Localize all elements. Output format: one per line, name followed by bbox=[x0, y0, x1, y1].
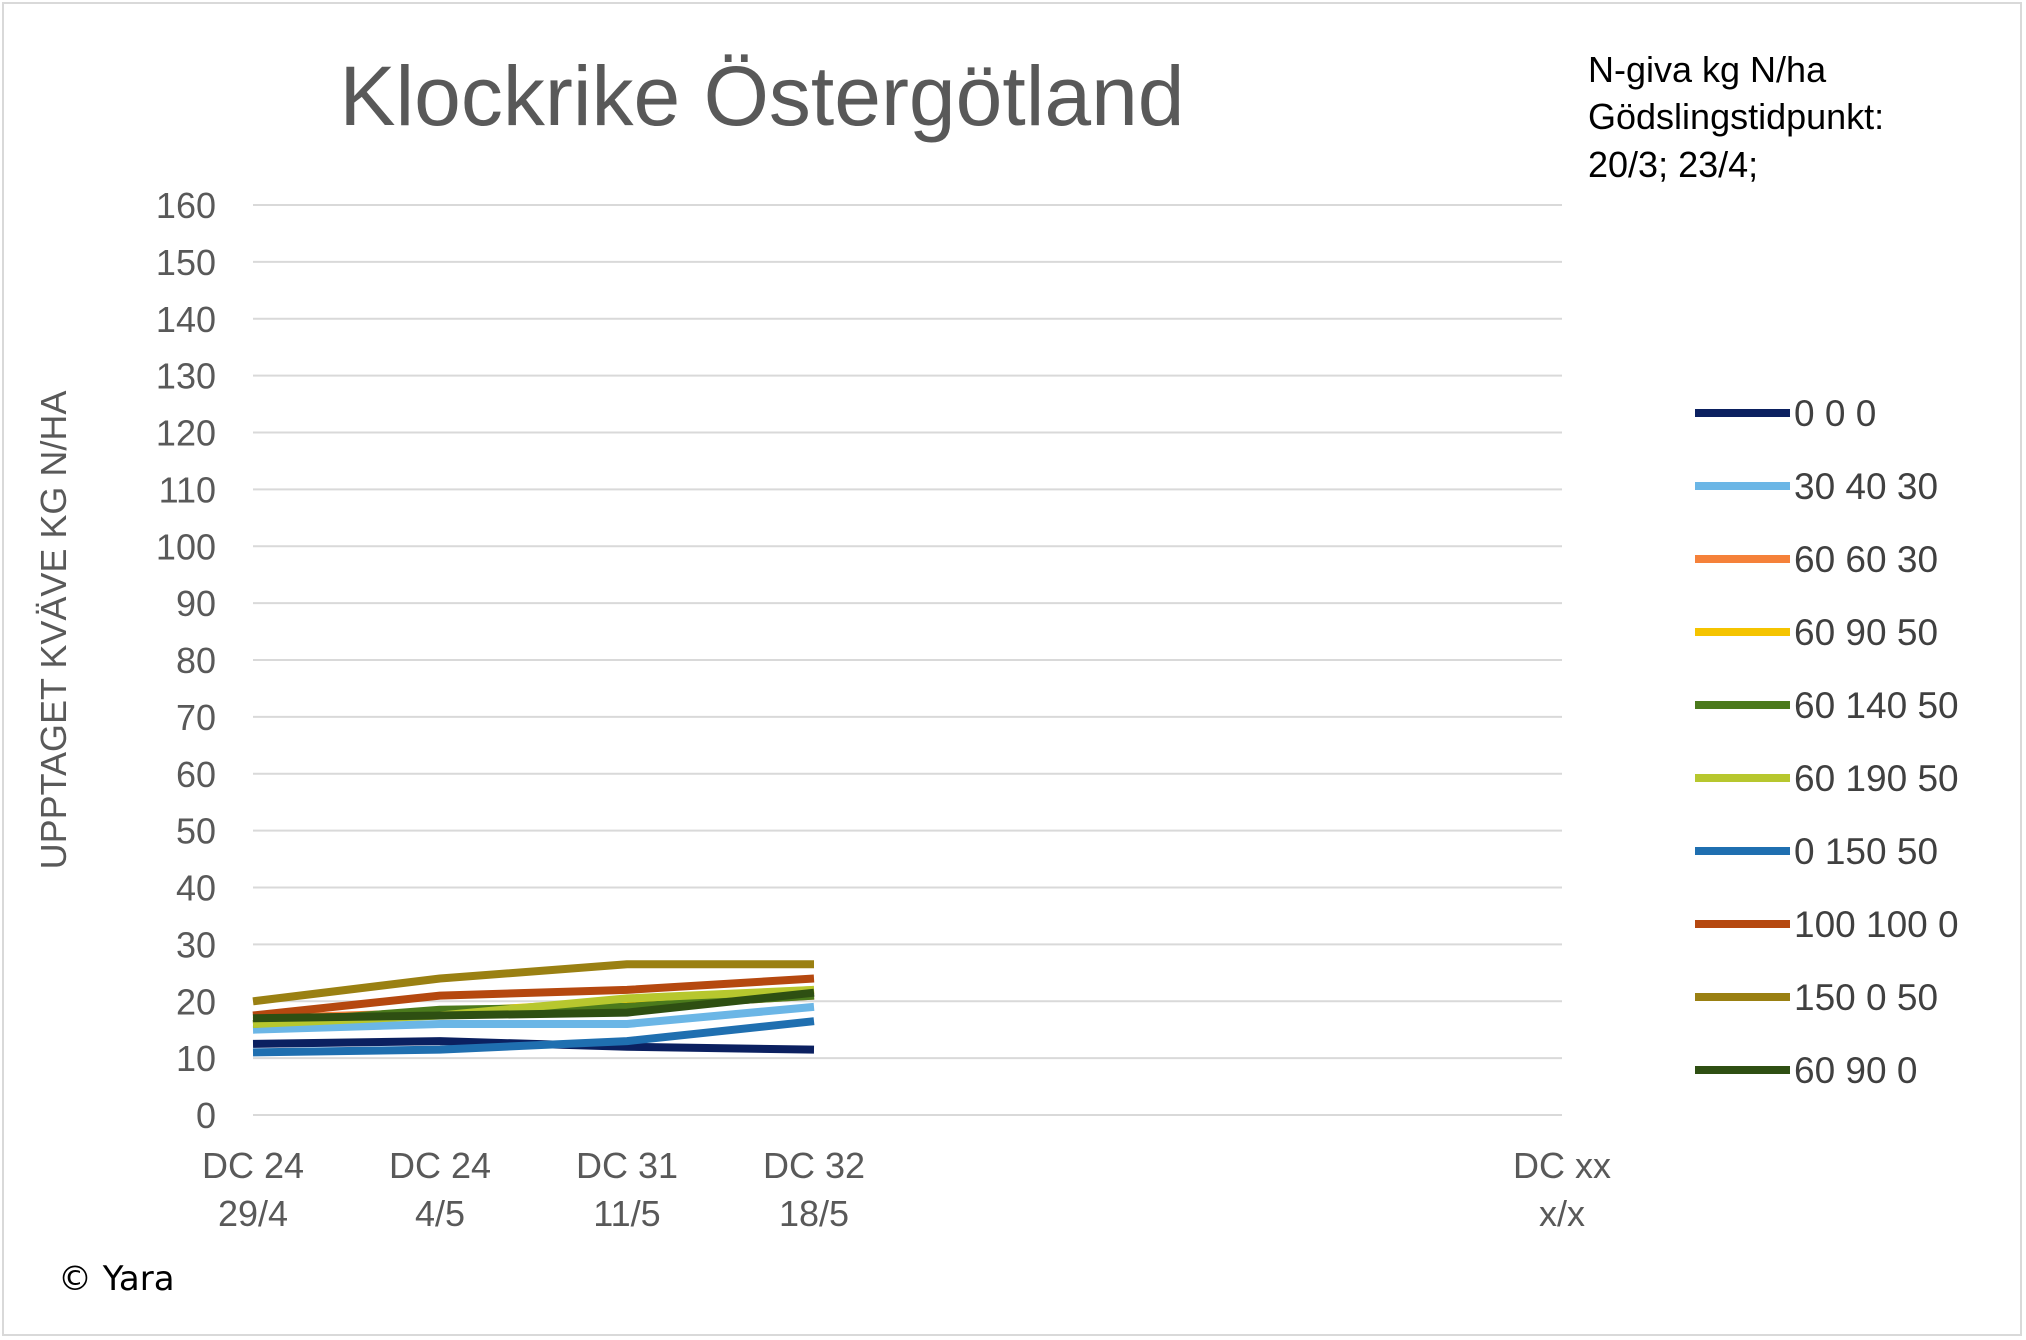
y-tick-labels: 0 10 20 30 40 50 60 70 80 90 100 110 120 130 140 150 160 bbox=[156, 185, 216, 1136]
legend-entry: 60 90 0 bbox=[1794, 1050, 1917, 1091]
x-tick-label: DC 31 bbox=[576, 1145, 678, 1186]
y-tick-label: 60 bbox=[176, 754, 216, 795]
legend-entry: 60 190 50 bbox=[1794, 758, 1959, 799]
x-tick-sublabel: 29/4 bbox=[218, 1193, 288, 1234]
y-tick-label: 80 bbox=[176, 640, 216, 681]
note-line-3: 20/3; 23/4; bbox=[1588, 144, 1758, 185]
y-tick-label: 160 bbox=[156, 185, 216, 226]
x-tick-label: DC 32 bbox=[763, 1145, 865, 1186]
y-tick-label: 0 bbox=[196, 1095, 216, 1136]
gridlines bbox=[253, 204, 1562, 1116]
x-tick-sublabel: 11/5 bbox=[593, 1193, 660, 1234]
x-tick-sublabel: 4/5 bbox=[415, 1193, 465, 1234]
y-tick-label: 120 bbox=[156, 413, 216, 454]
y-tick-label: 110 bbox=[159, 469, 216, 510]
legend-entry: 60 140 50 bbox=[1794, 685, 1959, 726]
y-tick-label: 130 bbox=[156, 356, 216, 397]
series-line-8 bbox=[252, 960, 814, 1006]
y-tick-label: 10 bbox=[176, 1038, 216, 1079]
legend-entry: 60 60 30 bbox=[1794, 539, 1938, 580]
legend-entry: 0 0 0 bbox=[1794, 393, 1876, 434]
legend: 0 0 0 30 40 30 60 60 30 60 90 50 60 140 50 60… bbox=[1695, 393, 1959, 1091]
copyright-label: © Yara bbox=[58, 1259, 175, 1299]
x-tick-label: DC xx bbox=[1513, 1145, 1611, 1186]
y-tick-label: 150 bbox=[156, 242, 216, 283]
y-tick-label: 100 bbox=[156, 526, 216, 567]
y-axis-label: UPPTAGET KVÄVE KG N/HA bbox=[33, 391, 74, 870]
note-line-1: N-giva kg N/ha bbox=[1588, 49, 1827, 90]
y-tick-label: 70 bbox=[176, 697, 216, 738]
legend-entry: 150 0 50 bbox=[1794, 977, 1938, 1018]
y-tick-label: 90 bbox=[176, 583, 216, 624]
series-line-7 bbox=[252, 974, 815, 1020]
series-line-6 bbox=[252, 1017, 815, 1057]
series-line-9 bbox=[252, 988, 815, 1023]
chart-title: Klockrike Östergötland bbox=[339, 49, 1184, 143]
series-line-1 bbox=[252, 1002, 815, 1034]
legend-entry: 30 40 30 bbox=[1794, 466, 1938, 507]
x-tick-label: DC 24 bbox=[202, 1145, 304, 1186]
x-tick-sublabel: x/x bbox=[1539, 1193, 1585, 1234]
y-tick-label: 20 bbox=[176, 981, 216, 1022]
x-tick-labels: DC 24 29/4 DC 24 4/5 DC 31 11/5 DC 32 18/5 DC xx… bbox=[202, 1145, 1611, 1234]
y-tick-label: 140 bbox=[156, 299, 216, 340]
y-tick-label: 30 bbox=[176, 924, 216, 965]
x-tick-label: DC 24 bbox=[389, 1145, 491, 1186]
y-tick-label: 50 bbox=[176, 811, 216, 852]
y-tick-label: 40 bbox=[176, 868, 216, 909]
series-lines bbox=[252, 960, 815, 1057]
legend-entry: 100 100 0 bbox=[1794, 904, 1959, 945]
x-tick-sublabel: 18/5 bbox=[779, 1193, 849, 1234]
note-line-2: Gödslingstidpunkt: bbox=[1588, 96, 1884, 137]
legend-entry: 0 150 50 bbox=[1794, 831, 1938, 872]
legend-entry: 60 90 50 bbox=[1794, 612, 1938, 653]
